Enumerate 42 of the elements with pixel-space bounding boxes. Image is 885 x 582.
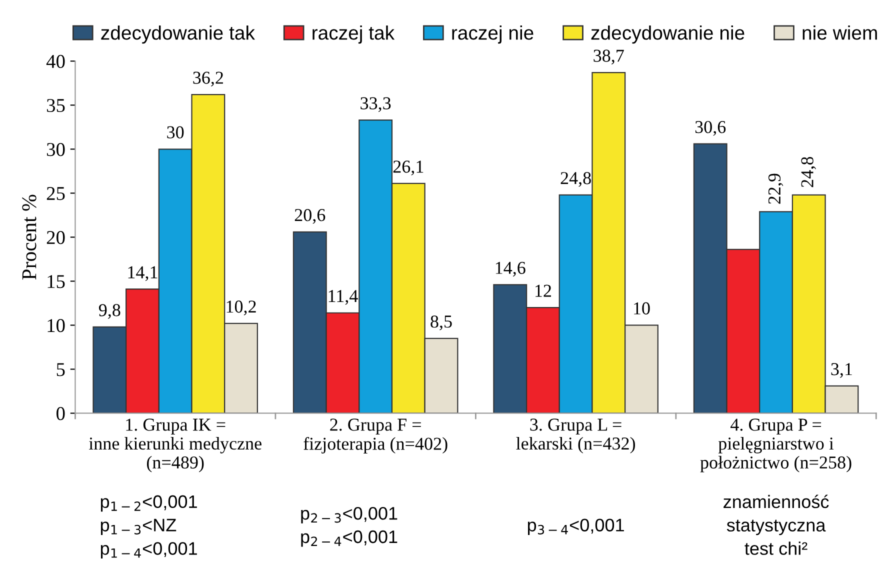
data-label: 10 — [634, 302, 650, 314]
data-label: 24,8 — [801, 156, 816, 188]
y-tick-label: 15 — [48, 275, 65, 288]
legend-label: raczej tak — [312, 25, 395, 44]
data-label: 33,3 — [360, 97, 391, 112]
y-tick-label: 30 — [46, 142, 65, 156]
data-label: 9,8 — [98, 304, 120, 319]
data-label: 22,9 — [768, 174, 784, 204]
data-label: 36,2 — [193, 72, 223, 86]
y-tick-label: 25 — [46, 187, 65, 200]
data-label: 10,2 — [226, 300, 256, 316]
data-label: 30,6 — [695, 120, 726, 136]
data-label: 11,4 — [328, 290, 358, 305]
data-label: 12 — [536, 284, 551, 297]
x-tick-label: 2. Grupa F = fizjoterapia (n=402) — [304, 418, 448, 454]
x-tick-label: 4. Grupa P = pielęgniarstwo i położnictwo (n=258) — [700, 418, 852, 472]
text: p$_{2−3}$<0,001 p$_{2−4}$<0,001 — [301, 506, 398, 547]
text: p$_{1−2}$<0,001 p$_{1−3}$<NZ p$_{1−4}$<0,001 — [100, 495, 197, 558]
data-label: 14,6 — [496, 262, 526, 277]
data-label: 30 — [167, 126, 184, 138]
legend-label: nie wiem — [802, 25, 877, 40]
y-tick-label: 40 — [46, 54, 65, 68]
data-label: 26,1 — [393, 160, 424, 176]
x-tick-label: 1. Grupa IK = inne kierunki medyczne (n=489) — [88, 418, 262, 472]
y-tick-label: 0 — [56, 407, 65, 420]
data-label: 3,1 — [831, 363, 852, 378]
text: p$_{3−4}$<0,001 — [528, 518, 624, 536]
data-label: 14,1 — [128, 266, 158, 281]
legend-label: raczej nie — [452, 25, 534, 44]
y-tick-label: 5 — [56, 363, 65, 376]
y-tick-label: 35 — [46, 98, 65, 112]
x-tick-label: 3. Grupa L = lekarski (n=432) — [516, 418, 636, 454]
text: znamienność statystyczna test chi² — [724, 494, 829, 555]
y-tick-label: 10 — [48, 319, 65, 332]
data-label: 38,7 — [594, 50, 624, 64]
y-tick-label: 20 — [46, 230, 65, 244]
legend-label: zdecydowanie tak — [101, 25, 255, 44]
legend-label: zdecydowanie nie — [591, 25, 744, 44]
data-label: 24,8 — [560, 172, 591, 187]
data-label: 8,5 — [430, 316, 452, 330]
data-label: 20,6 — [294, 208, 326, 224]
y-axis-title: Procent % — [22, 194, 36, 280]
